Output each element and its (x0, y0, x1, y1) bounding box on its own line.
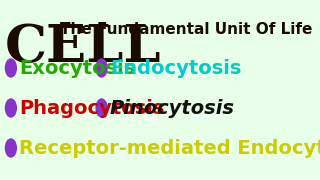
Text: Pinocytosis: Pinocytosis (110, 98, 235, 118)
Text: Endocytosis: Endocytosis (110, 58, 241, 78)
Text: Phagocytosis: Phagocytosis (19, 98, 165, 118)
Circle shape (96, 59, 107, 77)
Circle shape (5, 139, 16, 157)
Text: CELL: CELL (5, 22, 161, 73)
Text: The Fundamental Unit Of Life: The Fundamental Unit Of Life (60, 22, 313, 37)
Circle shape (96, 99, 107, 117)
Text: Receptor-mediated Endocytosis: Receptor-mediated Endocytosis (19, 138, 320, 158)
Circle shape (5, 99, 16, 117)
Circle shape (5, 59, 16, 77)
Text: Exocytosis: Exocytosis (19, 58, 136, 78)
